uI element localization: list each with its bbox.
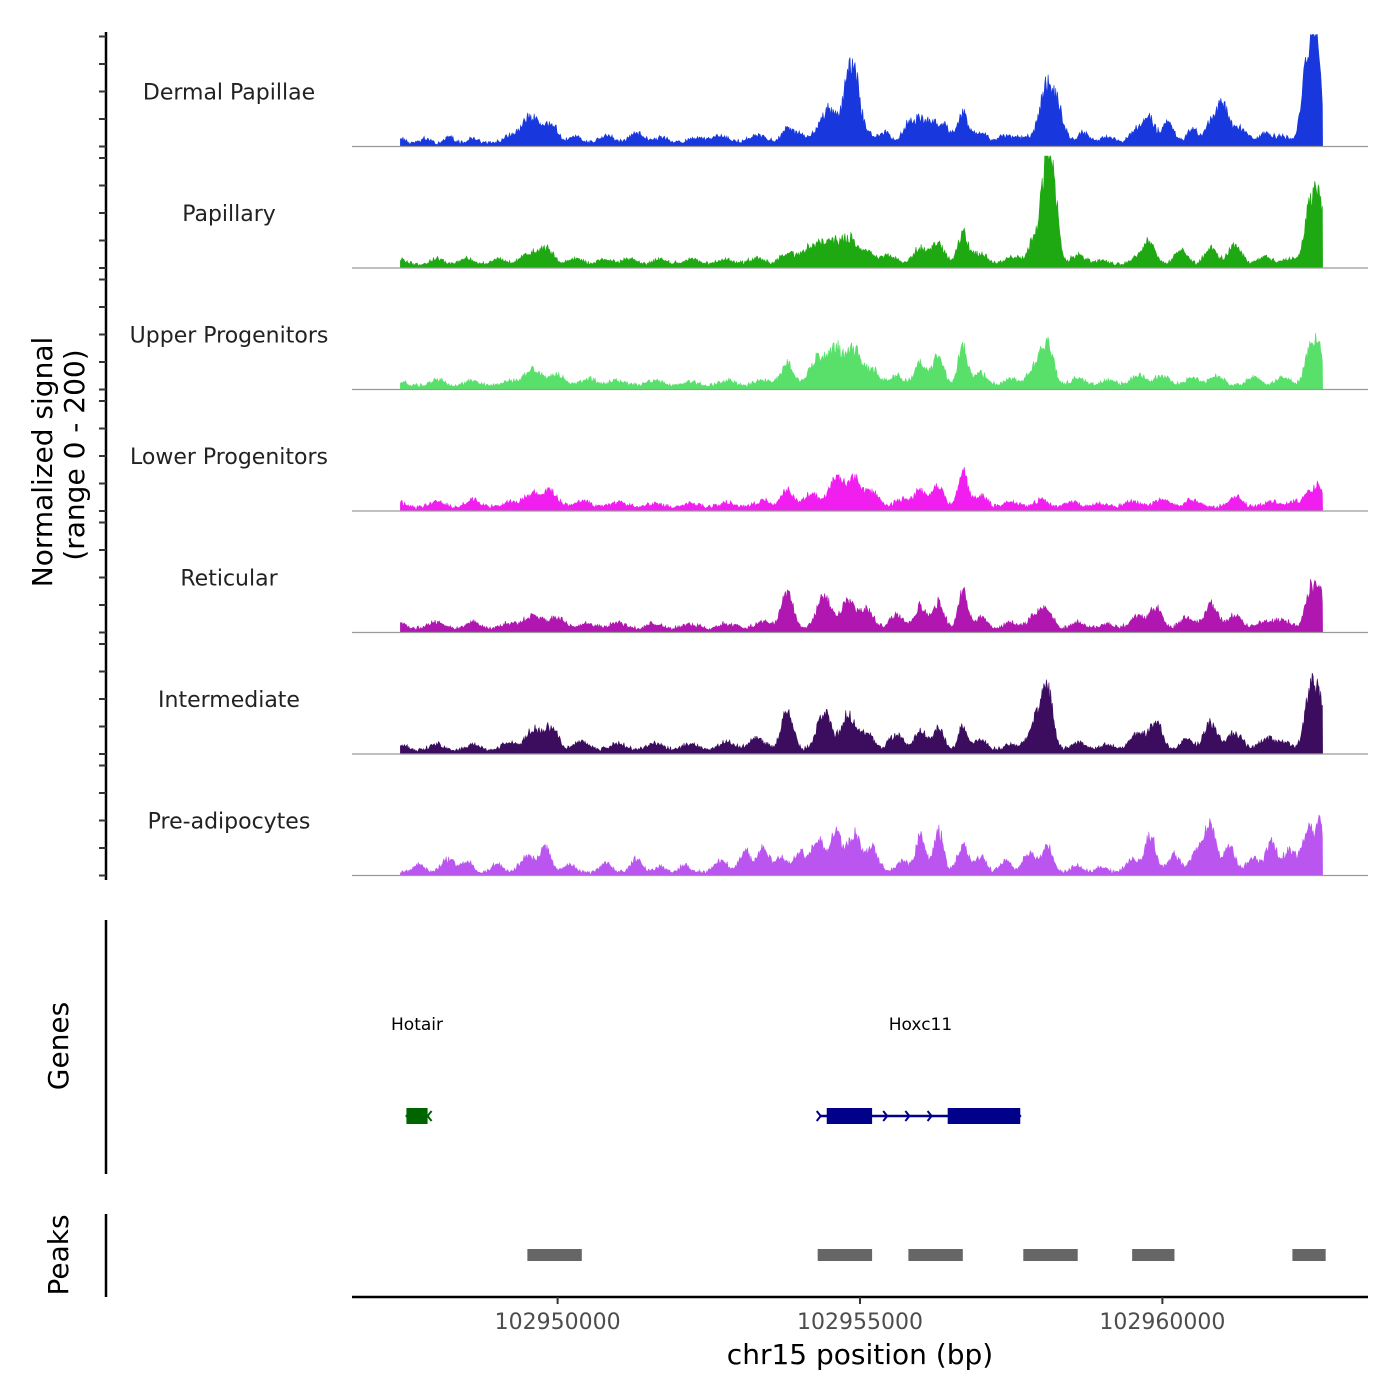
track-intermediate: Intermediate <box>158 672 1368 755</box>
gene-exon <box>406 1108 428 1124</box>
peak-region <box>1292 1249 1326 1261</box>
x-tick-label: 102950000 <box>495 1310 621 1335</box>
peak-region <box>817 1249 873 1261</box>
signal-y-axis <box>99 32 108 880</box>
track-upper-progenitors: Upper Progenitors <box>130 324 1368 391</box>
track-pre-adipocytes: Pre-adipocytes <box>148 810 1368 877</box>
peak-region <box>908 1249 963 1261</box>
x-tick-label: 102955000 <box>797 1310 923 1335</box>
peak-region <box>1023 1249 1078 1261</box>
gene-exon <box>947 1108 1021 1124</box>
signal-area <box>400 155 1323 269</box>
x-axis: 102950000 102955000 102960000 <box>352 1295 1368 1335</box>
strand-arrow <box>948 1110 956 1122</box>
track-label: Pre-adipocytes <box>148 810 311 835</box>
track-label: Dermal Papillae <box>143 81 315 106</box>
genes-panel-title: Genes <box>42 1002 75 1090</box>
gene-label: Hoxc11 <box>889 1015 952 1035</box>
track-label: Intermediate <box>158 688 300 713</box>
peak-region <box>1132 1249 1175 1261</box>
track-lower-progenitors: Lower Progenitors <box>130 445 1368 512</box>
track-papillary: Papillary <box>182 155 1368 269</box>
signal-area <box>400 672 1323 755</box>
peak-region <box>527 1249 582 1261</box>
signal-tracks: Dermal Papillae Papillary Upper Progenitor… <box>130 33 1368 877</box>
strand-arrow <box>926 1110 933 1122</box>
x-tick-label: 102960000 <box>1099 1310 1225 1335</box>
strand-arrow <box>882 1110 889 1122</box>
strand-arrow <box>993 1110 1000 1122</box>
gene-hotair: Hotair <box>391 1015 443 1124</box>
signal-area <box>400 579 1323 633</box>
gene-label: Hotair <box>391 1015 443 1035</box>
track-label: Upper Progenitors <box>130 324 329 349</box>
strand-arrow <box>838 1110 845 1122</box>
strand-arrow <box>1015 1110 1022 1122</box>
strand-arrow <box>815 1110 822 1122</box>
peaks-panel <box>104 1214 1326 1297</box>
signal-area <box>400 33 1323 147</box>
track-label: Reticular <box>180 567 278 592</box>
strand-arrow <box>405 1110 412 1122</box>
genes-panel: Hotair Hoxc11 <box>104 920 1022 1174</box>
strand-arrow <box>426 1110 433 1122</box>
strand-arrow <box>971 1110 978 1122</box>
signal-area <box>400 332 1323 390</box>
track-dermal-papillae: Dermal Papillae <box>143 33 1368 148</box>
track-label: Papillary <box>182 202 276 227</box>
gene-hoxc11: Hoxc11 <box>815 1015 1022 1124</box>
x-axis-title: chr15 position (bp) <box>727 1338 993 1371</box>
y-axis-title-line1: Normalized signal <box>26 337 59 588</box>
strand-arrow <box>860 1110 867 1122</box>
strand-arrow <box>904 1110 911 1122</box>
track-reticular: Reticular <box>180 567 1368 634</box>
track-label: Lower Progenitors <box>130 445 328 470</box>
signal-area <box>400 467 1323 512</box>
peaks-panel-title: Peaks <box>42 1214 75 1295</box>
y-axis-title-line2: (range 0 - 200) <box>58 349 91 560</box>
signal-area <box>400 814 1323 876</box>
